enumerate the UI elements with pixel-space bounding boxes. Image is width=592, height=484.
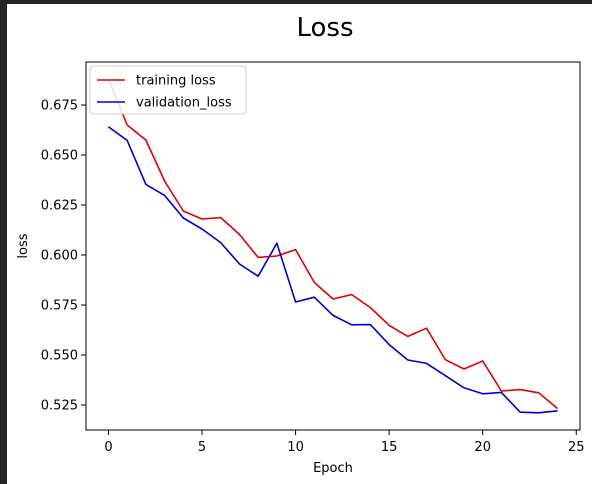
chart-title: Loss bbox=[296, 13, 353, 43]
legend-box bbox=[89, 65, 247, 115]
series-line-training-loss bbox=[107, 78, 559, 410]
y-tick-label: 0.600 bbox=[41, 249, 78, 264]
series-line-validation-loss bbox=[107, 126, 558, 414]
y-tick-label: 0.675 bbox=[41, 99, 78, 114]
y-tick-label: 0.550 bbox=[41, 349, 78, 364]
plot-area bbox=[85, 61, 581, 431]
x-tick-label: 25 bbox=[568, 440, 585, 455]
y-tick-label: 0.575 bbox=[41, 299, 78, 314]
x-axis: 0 5 10 15 20 25 bbox=[104, 430, 585, 455]
legend-label: training loss bbox=[136, 74, 216, 89]
legend-label: validation_loss bbox=[136, 96, 232, 111]
x-tick-label: 20 bbox=[474, 440, 491, 455]
window-frame-left bbox=[0, 0, 7, 484]
series-lines bbox=[107, 78, 559, 414]
legend: training loss validation_loss bbox=[89, 65, 247, 115]
y-axis-label: loss bbox=[16, 233, 31, 258]
y-tick-label: 0.625 bbox=[41, 199, 78, 214]
window-frame-top bbox=[0, 0, 592, 4]
x-axis-label: Epoch bbox=[313, 461, 353, 476]
y-tick-label: 0.650 bbox=[41, 149, 78, 164]
x-tick-label: 0 bbox=[104, 440, 112, 455]
y-tick-label: 0.525 bbox=[41, 399, 78, 414]
x-tick-label: 5 bbox=[198, 440, 206, 455]
x-tick-label: 10 bbox=[287, 440, 304, 455]
y-axis: 0.525 0.550 0.575 0.600 0.625 0.650 0.675 bbox=[41, 99, 86, 414]
x-tick-label: 15 bbox=[381, 440, 398, 455]
